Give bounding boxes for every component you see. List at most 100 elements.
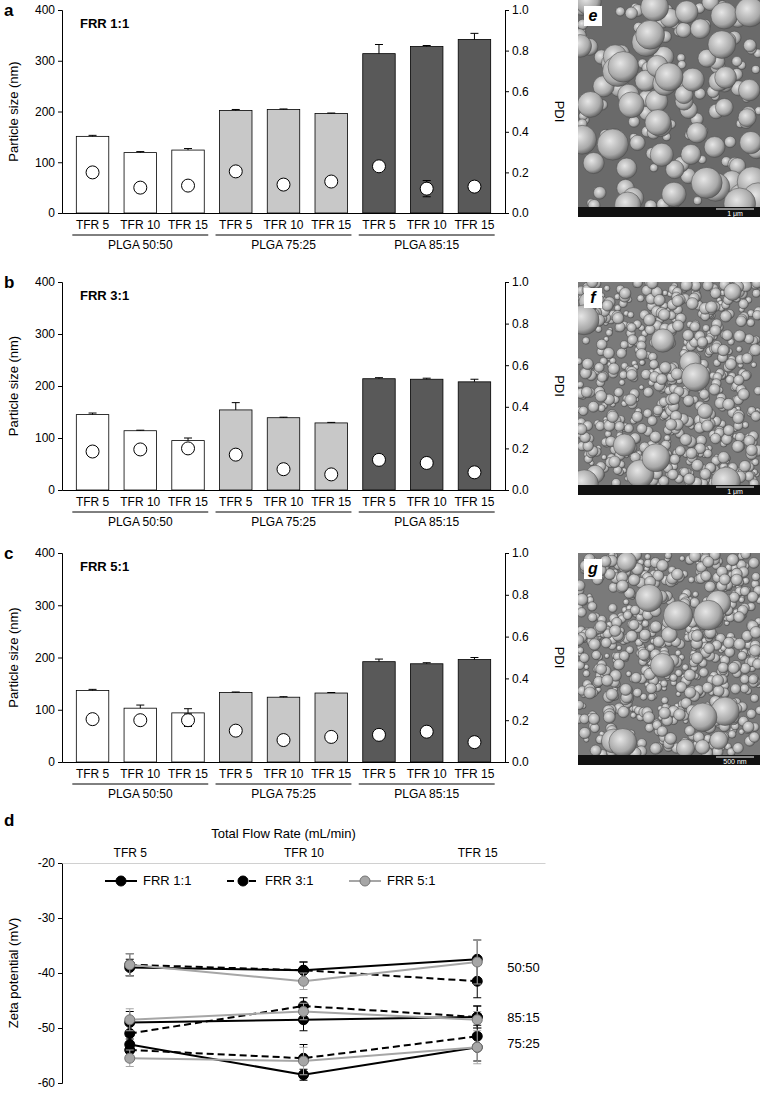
panel-label: a	[4, 1, 14, 20]
tick-mark	[58, 490, 62, 491]
error-bar-cap	[300, 1047, 308, 1048]
particle	[738, 109, 756, 127]
tick-label: 0.6	[512, 85, 529, 99]
micrograph: 500 nmg	[573, 549, 760, 765]
particle	[670, 454, 680, 464]
point	[229, 165, 242, 178]
line	[130, 1006, 477, 1034]
particle	[658, 309, 670, 321]
error-bar	[89, 689, 97, 690]
particle	[612, 312, 624, 324]
tick-mark	[505, 637, 509, 638]
error-bar	[423, 378, 431, 379]
y2-axis-line	[506, 11, 510, 214]
y-axis-title: Particle size (nm)	[6, 336, 21, 436]
particle	[619, 379, 625, 385]
error-bar	[423, 663, 431, 664]
particle	[723, 425, 734, 436]
point	[468, 736, 481, 749]
point	[372, 728, 385, 741]
tick: -30	[38, 911, 62, 925]
tick-label: 0.0	[512, 483, 529, 497]
tick-mark	[58, 553, 62, 554]
tick: 1.0	[505, 546, 529, 560]
particle	[655, 63, 683, 91]
y2-axis: 0.00.20.40.60.81.0	[505, 3, 529, 220]
particle	[720, 311, 731, 322]
plot-area	[76, 658, 490, 763]
tick-label: -40	[38, 966, 56, 980]
bar	[267, 418, 299, 490]
error-bar-cap	[89, 689, 97, 690]
tick-label: 200	[35, 651, 55, 665]
particle	[616, 348, 626, 358]
tick: 0.8	[505, 588, 529, 602]
tick-label: 0.8	[512, 317, 529, 331]
particle	[738, 389, 750, 401]
panel-label-box	[584, 6, 602, 26]
y-axis-title: Particle size (nm)	[6, 61, 21, 161]
tick: TFR 5	[76, 762, 110, 781]
tick: 0.0	[505, 206, 529, 220]
tick: TFR 15	[311, 490, 351, 509]
particle	[578, 700, 584, 709]
error-bar	[300, 1003, 308, 1020]
error-bar	[300, 1047, 308, 1075]
error-bar-cap	[89, 413, 97, 414]
particle	[684, 473, 695, 484]
error-bar-cap	[375, 659, 383, 660]
group-label: PLGA 50:50	[108, 515, 173, 529]
tick-label: -50	[38, 1021, 56, 1035]
tick: 400	[35, 546, 62, 560]
legend: FRR 1:1FRR 3:1FRR 5:1	[105, 873, 435, 888]
error-bar	[470, 658, 478, 660]
group-label: 75:25	[507, 1036, 540, 1051]
tick: 0.6	[505, 85, 529, 99]
tick: TFR 15	[168, 213, 208, 232]
particle	[728, 730, 736, 738]
tick-mark	[58, 10, 62, 11]
particle	[582, 358, 593, 369]
particle	[692, 459, 704, 471]
particle	[615, 422, 625, 432]
error-bar-cap	[473, 1063, 481, 1064]
tick: TFR 5	[362, 762, 396, 781]
tick: TFR 15	[311, 213, 351, 232]
error-bar	[470, 379, 478, 382]
particle	[724, 283, 741, 300]
error-bar-cap	[470, 657, 478, 658]
particle	[681, 282, 693, 291]
particle	[647, 416, 657, 426]
error-bar-cap	[300, 1044, 308, 1045]
chart-title: FRR 1:1	[80, 16, 129, 31]
tick-label: TFR 15	[458, 846, 498, 860]
particle	[608, 604, 617, 613]
tick-mark	[505, 132, 509, 133]
bar	[76, 136, 108, 213]
line-chart-panel: -60-50-40-30-20TFR 5TFR 10TFR 15Total Fl…	[4, 811, 546, 1090]
point	[86, 713, 99, 726]
tick-label: 1.0	[512, 546, 529, 560]
tick: TFR 10	[120, 490, 160, 509]
particle	[637, 423, 647, 433]
particle	[578, 647, 584, 654]
y2-axis-line	[506, 554, 510, 763]
tick-label: 0.0	[512, 755, 529, 769]
tick-label: TFR 10	[120, 767, 160, 781]
particle	[710, 433, 721, 444]
tick-label: 0.8	[512, 588, 529, 602]
particle	[641, 0, 669, 21]
bar-series	[76, 33, 490, 213]
error-bar-cap	[136, 705, 144, 706]
group-bracket	[72, 512, 208, 513]
particle	[710, 325, 721, 336]
tick: 400	[35, 275, 62, 289]
micrograph-background	[578, 0, 760, 217]
tick: -60	[38, 1076, 62, 1090]
bar	[124, 153, 156, 213]
point	[86, 445, 99, 458]
bar	[315, 693, 347, 762]
particle	[739, 299, 749, 309]
y-axis-line	[58, 554, 63, 763]
tick-mark	[505, 365, 509, 366]
